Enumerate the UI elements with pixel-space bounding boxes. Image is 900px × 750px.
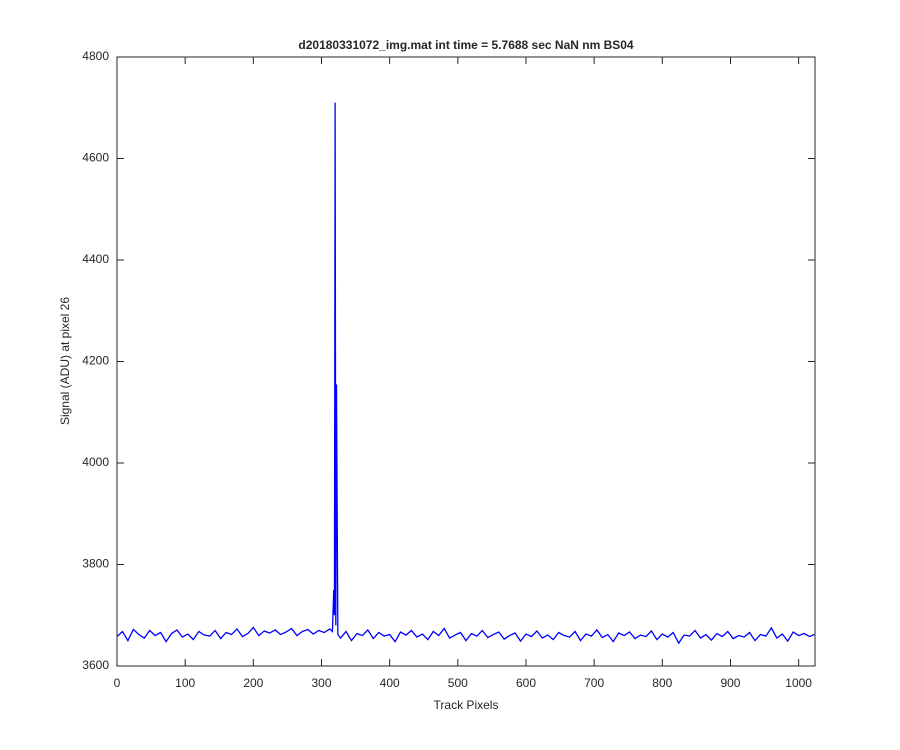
x-tick-label: 800 xyxy=(652,676,672,690)
y-tick-label: 3800 xyxy=(82,557,109,571)
y-tick-label: 4400 xyxy=(82,252,109,266)
y-tick-label: 4000 xyxy=(82,455,109,469)
x-tick-label: 900 xyxy=(720,676,740,690)
y-axis-label: Signal (ADU) at pixel 26 xyxy=(58,297,72,425)
x-tick-label: 500 xyxy=(448,676,468,690)
y-tick-label: 4800 xyxy=(82,49,109,63)
y-tick-label: 4200 xyxy=(82,354,109,368)
x-tick-label: 100 xyxy=(175,676,195,690)
chart-title: d20180331072_img.mat int time = 5.7688 s… xyxy=(298,38,634,52)
x-tick-label: 300 xyxy=(311,676,331,690)
x-tick-label: 400 xyxy=(380,676,400,690)
x-tick-label: 700 xyxy=(584,676,604,690)
y-tick-label: 3600 xyxy=(82,658,109,672)
x-tick-label: 0 xyxy=(114,676,121,690)
x-tick-label: 600 xyxy=(516,676,536,690)
x-tick-label: 200 xyxy=(243,676,263,690)
x-tick-label: 1000 xyxy=(785,676,812,690)
y-tick-label: 4600 xyxy=(82,151,109,165)
data-line xyxy=(116,102,815,645)
x-axis-label: Track Pixels xyxy=(434,698,499,712)
